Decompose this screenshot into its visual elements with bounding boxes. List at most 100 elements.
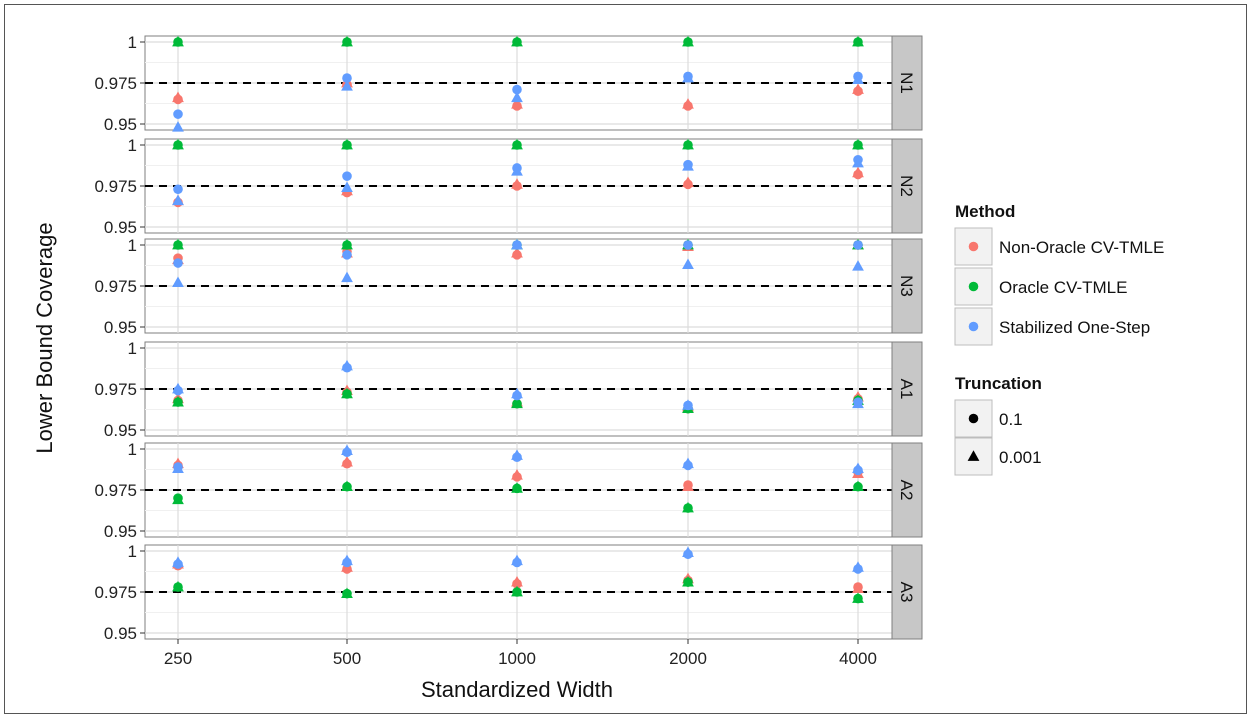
data-point — [511, 238, 523, 250]
data-point — [682, 399, 694, 410]
data-point — [852, 166, 864, 178]
data-point — [172, 138, 184, 150]
data-point — [682, 98, 694, 109]
data-point — [172, 238, 184, 250]
data-point — [852, 83, 864, 94]
data-point — [511, 247, 523, 258]
data-point — [682, 501, 694, 513]
data-point — [852, 73, 864, 85]
data-point — [341, 359, 353, 371]
x-tick-label: 1000 — [498, 649, 536, 668]
data-point — [512, 84, 522, 95]
data-point — [511, 585, 523, 597]
data-point — [511, 165, 523, 176]
data-point — [172, 382, 184, 394]
legend-title-truncation: Truncation — [955, 374, 1042, 393]
legend-title-method: Method — [955, 202, 1015, 221]
data-point — [341, 35, 353, 47]
legend-label: Non-Oracle CV-TMLE — [999, 238, 1164, 257]
data-point — [342, 73, 352, 83]
y-tick-label: 0.975 — [94, 277, 137, 296]
facet-strip-label: A1 — [897, 379, 916, 400]
data-point — [172, 493, 184, 505]
data-point — [341, 80, 353, 91]
data-point — [852, 397, 864, 409]
data-point — [852, 592, 864, 603]
x-axis: 250 500 1000 2000 4000 — [164, 639, 877, 668]
y-tick-label: 0.975 — [94, 177, 137, 196]
x-tick-label: 250 — [164, 649, 192, 668]
facet-panel-a1: 0.95 0.975 1 A1 — [94, 339, 923, 440]
data-point — [172, 91, 184, 103]
y-tick-label: 1 — [128, 542, 137, 561]
y-tick-label: 1 — [128, 33, 137, 52]
y-tick-label: 0.975 — [94, 481, 137, 500]
facet-panel-n3: 0.95 0.975 1 N3 — [94, 236, 923, 337]
facet-strip-label: N1 — [897, 72, 916, 94]
data-point — [173, 109, 183, 119]
data-point — [682, 258, 694, 270]
data-point — [342, 250, 352, 260]
legend-swatch — [968, 413, 979, 424]
data-point — [511, 387, 523, 399]
legend-label: Stabilized One-Step — [999, 318, 1150, 337]
y-tick-label: 0.95 — [104, 115, 137, 134]
x-axis-title: Standardized Width — [421, 677, 613, 702]
y-tick-label: 0.95 — [104, 624, 137, 643]
legend-swatch — [967, 450, 980, 461]
data-point — [852, 462, 864, 474]
data-point — [682, 457, 694, 469]
data-point — [852, 138, 864, 150]
data-point — [511, 469, 523, 480]
legend-swatch — [968, 241, 979, 252]
data-point — [682, 575, 694, 587]
data-point — [511, 482, 523, 493]
data-point — [682, 176, 694, 188]
data-point — [852, 35, 864, 47]
data-point — [172, 35, 184, 47]
data-point — [511, 575, 523, 587]
data-point — [511, 98, 523, 109]
data-point — [511, 35, 523, 47]
data-point — [172, 395, 184, 407]
data-point — [172, 121, 184, 132]
facet-strip — [891, 238, 923, 334]
y-tick-label: 0.975 — [94, 74, 137, 93]
facet-strip — [891, 341, 923, 437]
y-tick-label: 1 — [128, 236, 137, 255]
legend: Method Non-Oracle CV-TMLE Oracle CV-TMLE St… — [954, 202, 1164, 476]
y-axis-title: Lower Bound Coverage — [32, 222, 57, 453]
y-tick-label: 0.975 — [94, 380, 137, 399]
facet-strip — [891, 35, 923, 131]
data-point — [341, 480, 353, 492]
data-point — [852, 582, 864, 594]
data-point — [511, 449, 523, 460]
data-point — [511, 397, 523, 409]
data-point — [341, 455, 353, 467]
facet-strip — [891, 544, 923, 640]
facet-strip — [891, 138, 923, 234]
data-point — [682, 138, 694, 150]
facet-panel-a3: 0.95 0.975 1 A3 — [94, 542, 923, 643]
y-tick-label: 0.95 — [104, 218, 137, 237]
y-tick-label: 1 — [128, 339, 137, 358]
data-point — [341, 181, 353, 192]
facet-strip-label: N2 — [897, 175, 916, 197]
x-tick-label: 2000 — [669, 649, 707, 668]
data-point — [172, 556, 184, 567]
data-point — [682, 71, 694, 83]
y-tick-label: 0.975 — [94, 583, 137, 602]
facet-panel-n1: 0.95 0.975 1 N1 — [94, 33, 923, 134]
data-point — [341, 138, 353, 150]
x-tick-label: 4000 — [839, 649, 877, 668]
facet-panel-n2: 0.95 0.975 1 N2 — [94, 136, 923, 237]
data-point — [341, 587, 353, 598]
y-tick-label: 1 — [128, 136, 137, 155]
data-point — [173, 258, 183, 268]
data-point — [511, 91, 523, 103]
data-point — [511, 554, 523, 566]
data-point — [341, 271, 353, 283]
facet-strip-label: A2 — [897, 480, 916, 501]
facet-strip-label: A3 — [897, 582, 916, 603]
